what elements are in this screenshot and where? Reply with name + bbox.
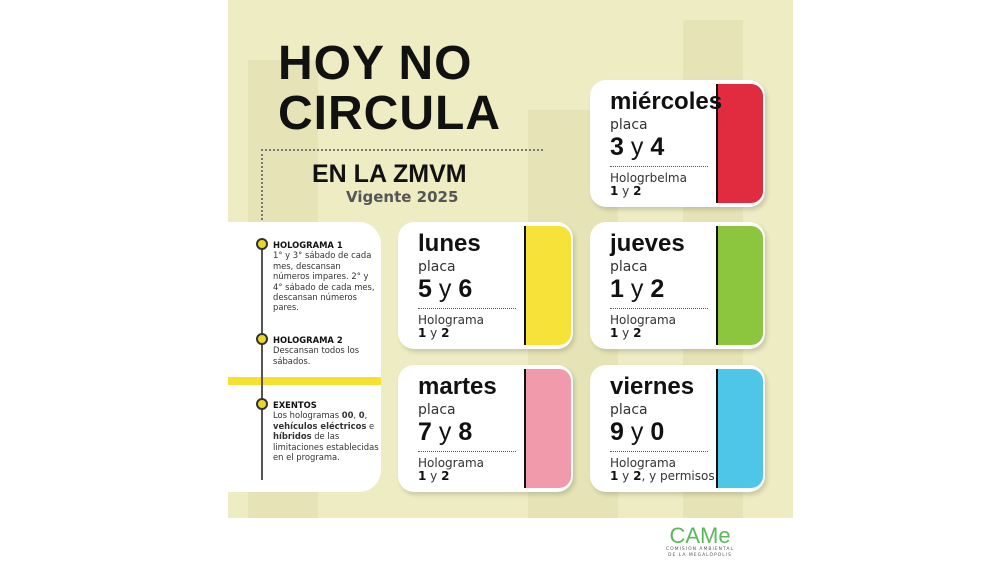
day-name: martes — [418, 373, 497, 400]
dotted-connector — [261, 149, 263, 244]
plate-label: placa — [418, 259, 456, 275]
plate-digits: 1 y 2 — [610, 275, 665, 303]
info-holograma-1: HOLOGRAMA 1 1° y 3° sábado de cada mes, d… — [273, 240, 375, 313]
plate-digits: 7 y 8 — [418, 418, 473, 446]
hologram-info: Holograma 1 y 2, y permisos — [610, 456, 715, 483]
dotted-divider — [261, 149, 543, 151]
day-card-1: lunes placa 5 y 6 Holograma 1 y 2 — [398, 222, 573, 349]
poster: HOY NO CIRCULA EN LA ZMVM Vigente 2025 H… — [228, 0, 793, 518]
hologram-info: Holograma 1 y 2 — [418, 456, 484, 483]
plate-digits: 5 y 6 — [418, 275, 473, 303]
dotted-separator — [610, 166, 708, 167]
title-line2: CIRCULA — [278, 87, 501, 140]
plate-label: placa — [418, 402, 456, 418]
day-card-4: viernes placa 9 y 0 Holograma 1 y 2, y pe… — [590, 365, 765, 492]
logo-line1: COMISIÓN AMBIENTAL — [666, 547, 734, 552]
hologram-info: Holograma 1 y 2 — [610, 313, 676, 340]
validity: Vigente 2025 — [346, 188, 459, 206]
bullet-icon — [256, 238, 268, 250]
logo-mark: CAMe — [669, 523, 731, 548]
plate-digits: 9 y 0 — [610, 418, 665, 446]
day-card-3: martes placa 7 y 8 Holograma 1 y 2 — [398, 365, 573, 492]
color-strip — [716, 84, 763, 203]
info-panel — [228, 222, 381, 492]
dotted-separator — [610, 308, 708, 309]
plate-digits: 3 y 4 — [610, 133, 665, 161]
subtitle: EN LA ZMVM — [312, 160, 467, 188]
color-strip — [716, 226, 763, 345]
hologram-info: Holograma 1 y 2 — [418, 313, 484, 340]
plate-label: placa — [610, 259, 648, 275]
plate-label: placa — [610, 402, 648, 418]
color-strip — [524, 369, 571, 488]
bullet-icon — [256, 333, 268, 345]
timeline-line — [261, 244, 263, 480]
color-strip — [524, 226, 571, 345]
bullet-icon — [256, 398, 268, 410]
plate-label: placa — [610, 117, 648, 133]
day-card-0: miércoles placa 3 y 4 Hologrbelma 1 y 2 — [590, 80, 765, 207]
day-card-2: jueves placa 1 y 2 Holograma 1 y 2 — [590, 222, 765, 349]
came-logo: CAMe COMISIÓN AMBIENTAL DE LA MEGALÓPOLIS — [640, 525, 760, 559]
info-exentos: EXENTOS Los hologramas 00, 0, vehículos e… — [273, 400, 379, 463]
day-name: viernes — [610, 373, 695, 400]
yellow-band — [228, 377, 381, 385]
day-name: jueves — [610, 230, 685, 257]
day-name: lunes — [418, 230, 481, 257]
logo-line2: DE LA MEGALÓPOLIS — [668, 553, 732, 558]
dotted-separator — [418, 308, 516, 309]
title-line1: HOY NO — [278, 37, 473, 90]
hologram-info: Hologrbelma 1 y 2 — [610, 171, 687, 198]
dotted-separator — [418, 451, 516, 452]
color-strip — [716, 369, 763, 488]
day-name: miércoles — [610, 88, 723, 115]
dotted-separator — [610, 451, 708, 452]
info-holograma-2: HOLOGRAMA 2 Descansan todos los sábados. — [273, 335, 360, 366]
